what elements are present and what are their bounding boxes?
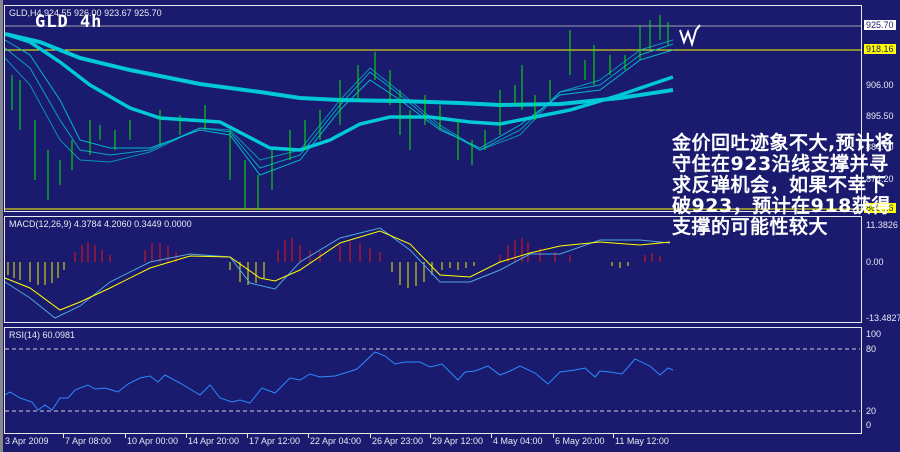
time-tick bbox=[247, 434, 248, 438]
price-axis-label: 906.00 bbox=[866, 80, 894, 90]
time-label: 22 Apr 04:00 bbox=[310, 436, 362, 446]
macd-axis-zero: 0.00 bbox=[866, 257, 884, 267]
ma-slow bbox=[4, 32, 674, 108]
time-tick bbox=[491, 434, 492, 438]
analysis-annotation: 金价回吐迹象不大,预计将守住在923沿线支撑并寻求反弹机会，如果不幸下破923，… bbox=[672, 132, 895, 238]
time-label: 26 Apr 23:00 bbox=[372, 436, 424, 446]
rsi-axis-0: 0 bbox=[866, 420, 872, 430]
time-label: 6 May 20:00 bbox=[555, 436, 605, 446]
rsi-pane[interactable]: RSI(14) 60.0981 bbox=[4, 327, 862, 434]
current-price-badge: 925.70 bbox=[864, 20, 896, 30]
time-tick bbox=[125, 434, 126, 438]
rsi-line bbox=[4, 351, 674, 411]
macd-axis-bottom: -13.4827 bbox=[866, 313, 900, 323]
time-label: 29 Apr 12:00 bbox=[432, 436, 484, 446]
chart-title: GLD 4h bbox=[35, 12, 103, 32]
symbol-ohlc-label: GLD,H4 924.55 926.00 923.67 925.70 bbox=[9, 8, 162, 18]
time-tick bbox=[613, 434, 614, 438]
time-label: 3 Apr 2009 bbox=[5, 436, 49, 446]
time-label: 4 May 04:00 bbox=[493, 436, 543, 446]
macd-pane-drawing bbox=[4, 227, 862, 319]
support-price-badge: 865.16 bbox=[864, 203, 896, 213]
time-label: 14 Apr 20:00 bbox=[188, 436, 240, 446]
rsi-axis-100: 100 bbox=[866, 329, 882, 339]
time-label: 17 Apr 12:00 bbox=[249, 436, 301, 446]
price-pane[interactable]: GLD,H4 924.55 926.00 923.67 925.70 GLD 4… bbox=[4, 5, 862, 212]
macd-axis-top: 11.3826 bbox=[866, 220, 898, 230]
resistance-price-badge: 918.16 bbox=[864, 44, 896, 54]
time-tick bbox=[308, 434, 309, 438]
macd-signal-line bbox=[4, 230, 671, 311]
time-tick bbox=[430, 434, 431, 438]
time-label: 7 Apr 08:00 bbox=[65, 436, 112, 446]
rsi-pane-drawing bbox=[4, 348, 860, 412]
time-tick bbox=[370, 434, 371, 438]
rsi-label: RSI(14) 60.0981 bbox=[9, 330, 76, 340]
time-label: 10 Apr 00:00 bbox=[127, 436, 179, 446]
macd-label: MACD(12,26,9) 4.3784 4.2060 0.3449 0.000… bbox=[9, 219, 192, 229]
rsi-axis-20: 20 bbox=[866, 406, 877, 416]
time-label: 11 May 12:00 bbox=[615, 436, 669, 446]
price-axis-label: 884.70 bbox=[866, 142, 894, 152]
macd-pane[interactable]: MACD(12,26,9) 4.3784 4.2060 0.3449 0.000… bbox=[4, 216, 862, 323]
price-axis-label: 874.20 bbox=[866, 174, 894, 184]
macd-main-line bbox=[4, 227, 671, 319]
arrow-up-icon bbox=[679, 24, 701, 48]
time-tick bbox=[186, 434, 187, 438]
time-tick bbox=[63, 434, 64, 438]
rsi-axis-80: 80 bbox=[866, 344, 877, 354]
time-tick bbox=[553, 434, 554, 438]
price-axis-label: 895.50 bbox=[866, 111, 894, 121]
price-pane-drawing bbox=[4, 15, 862, 210]
candlesticks bbox=[11, 15, 669, 210]
